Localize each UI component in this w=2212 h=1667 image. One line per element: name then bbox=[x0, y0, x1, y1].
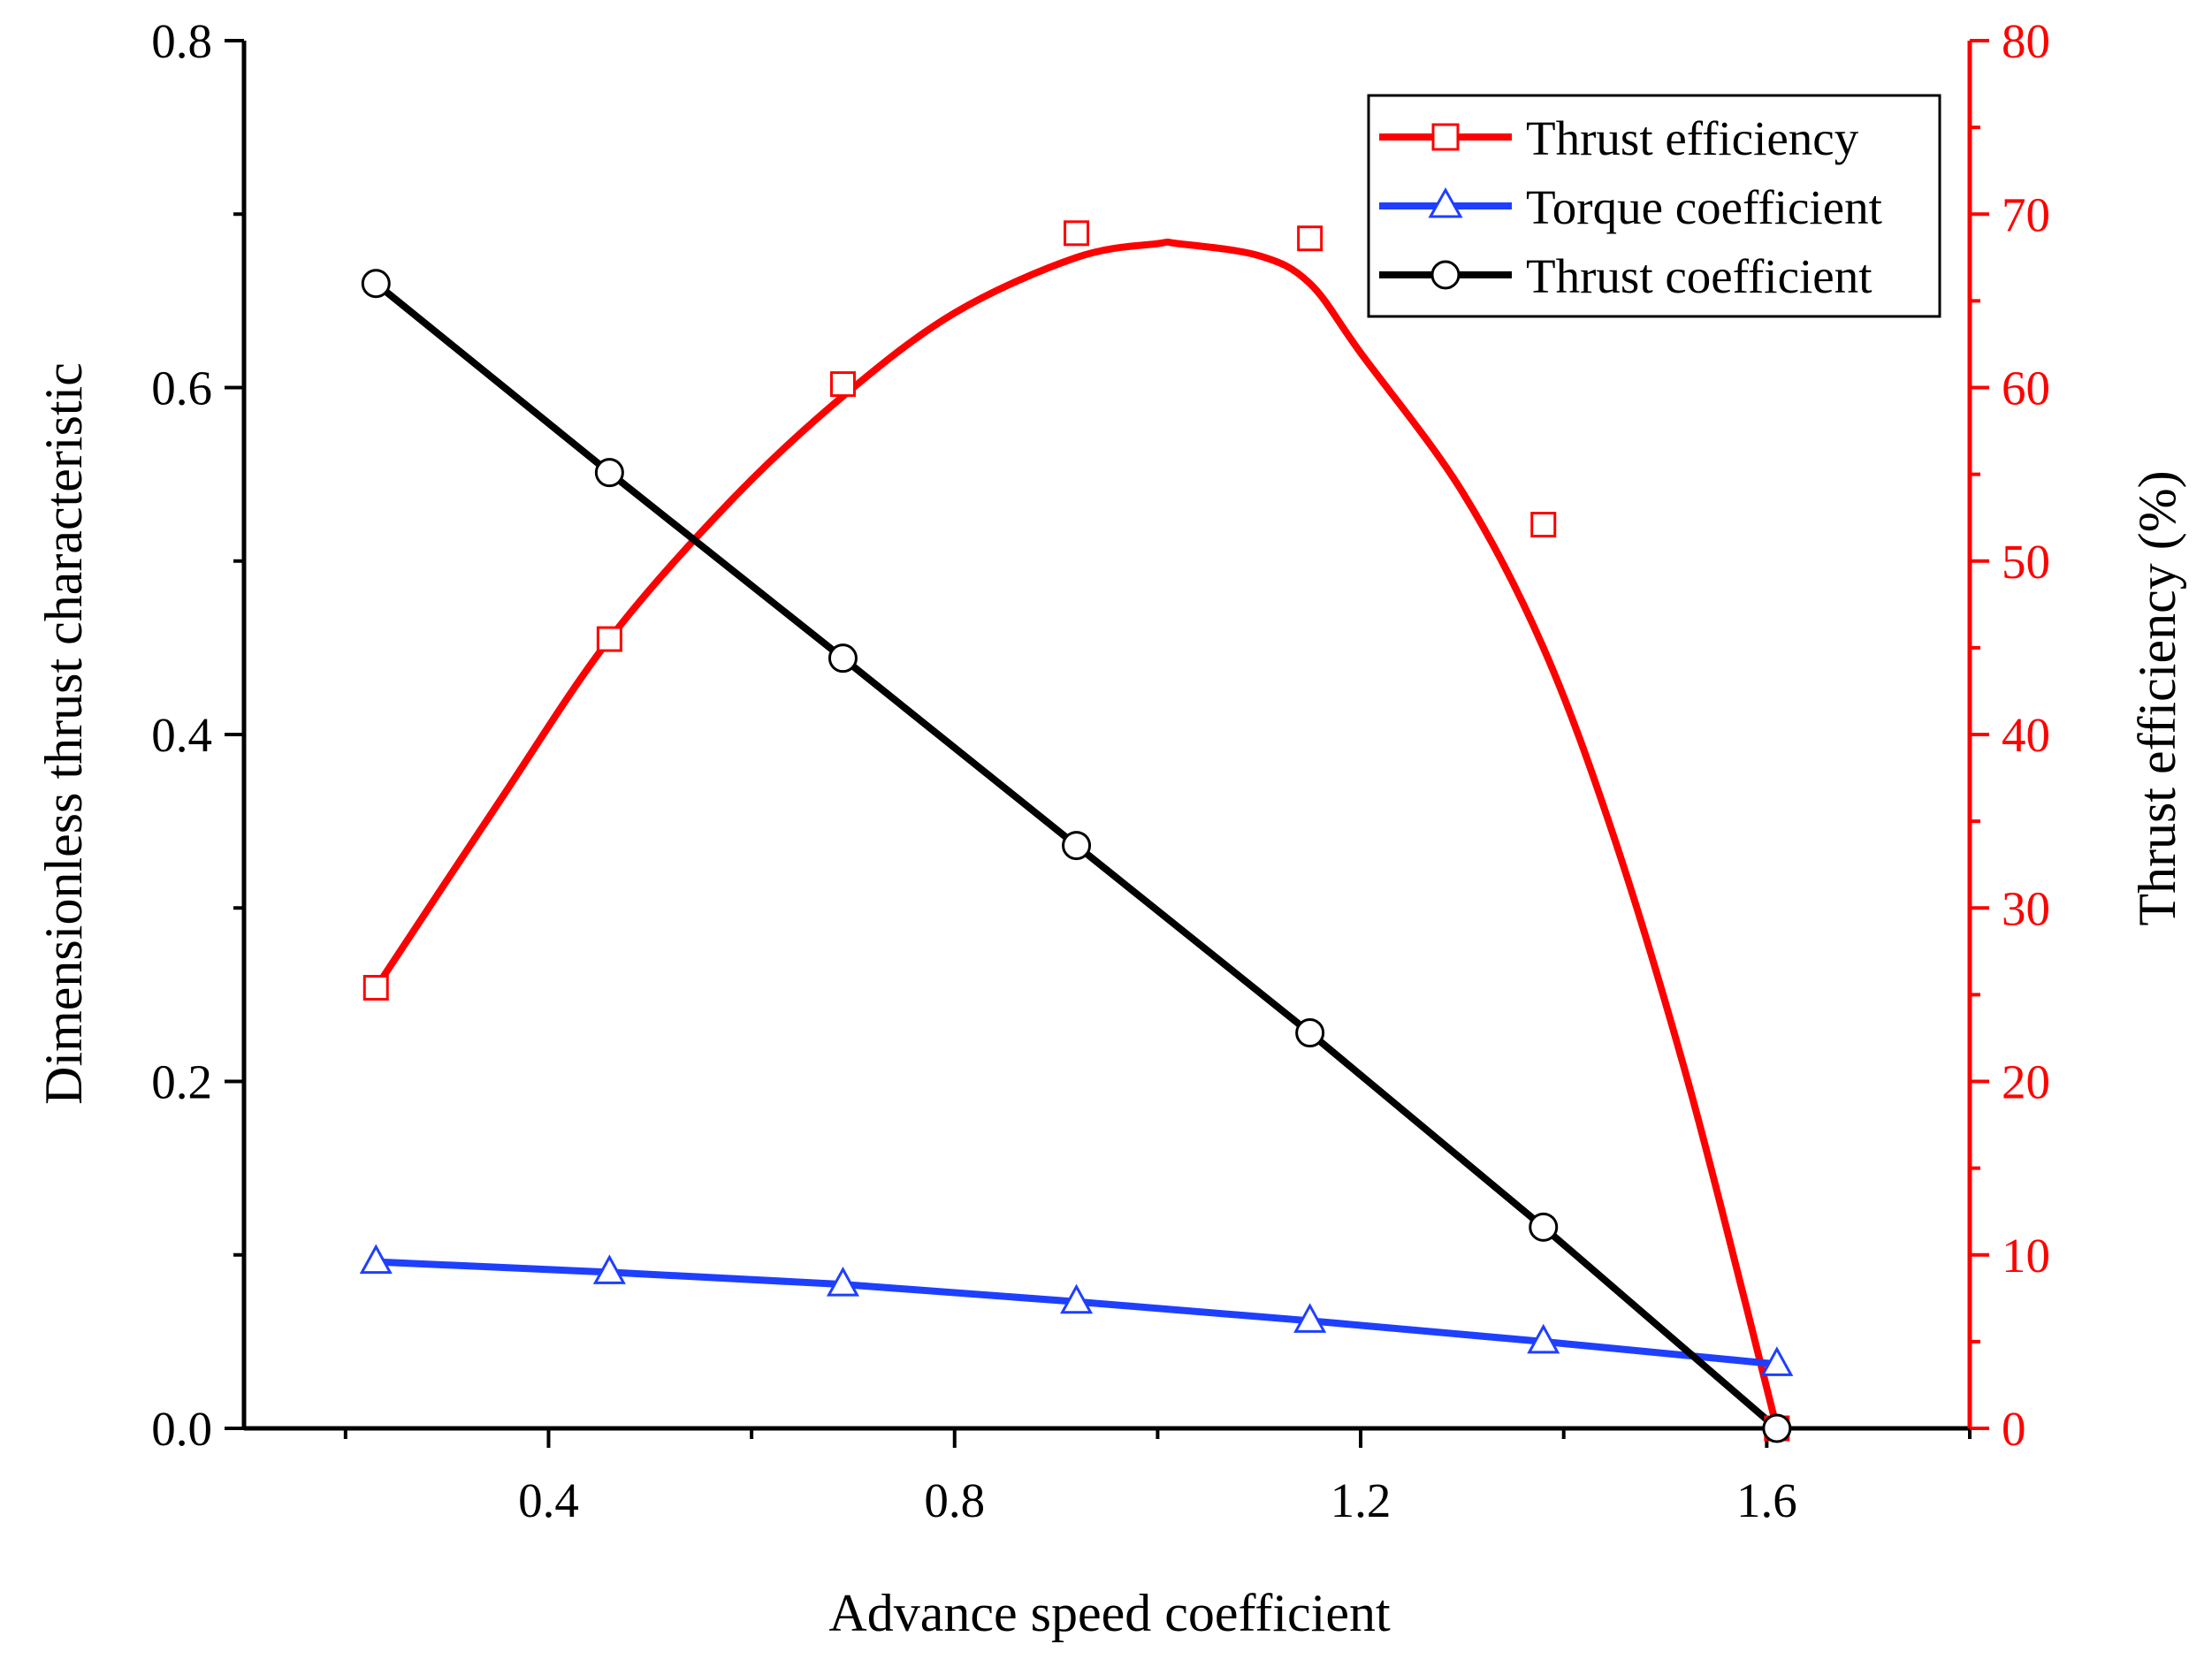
thrust-point bbox=[1295, 1018, 1325, 1048]
thrust-point bbox=[1062, 831, 1092, 861]
legend-item-torque: Torque coefficient bbox=[1379, 180, 1882, 234]
x-tick-label: 0.4 bbox=[518, 1473, 579, 1527]
y2-tick-label: 30 bbox=[2002, 881, 2050, 935]
efficiency-point bbox=[362, 975, 389, 1001]
legend-square-marker bbox=[1431, 123, 1460, 151]
efficiency-fit-curve bbox=[372, 238, 1781, 1429]
x-tick-label: 1.2 bbox=[1331, 1473, 1392, 1527]
torque-point bbox=[359, 1244, 393, 1275]
efficiency-point bbox=[1064, 220, 1090, 247]
y2-axis-label: Thrust efficiency (%) bbox=[2128, 470, 2186, 925]
y-axis-label: Dimensionless thrust characteristic bbox=[34, 362, 93, 1105]
legend: Thrust efficiency Torque coefficient Thr… bbox=[1367, 94, 1941, 318]
legend-item-efficiency: Thrust efficiency bbox=[1379, 111, 1859, 165]
y-tick-label: 0.2 bbox=[151, 1055, 212, 1109]
torque-point bbox=[826, 1267, 859, 1297]
y-tick-label: 0.4 bbox=[151, 708, 212, 762]
legend-label-torque: Torque coefficient bbox=[1526, 180, 1882, 234]
y2-axis-ticks: 0 10 20 30 40 50 60 70 80 bbox=[1970, 14, 2050, 1456]
y2-tick-label: 10 bbox=[2002, 1229, 2050, 1283]
thrust-point bbox=[828, 643, 858, 674]
torque-point bbox=[1293, 1303, 1327, 1333]
torque-point bbox=[1060, 1283, 1094, 1314]
x-tick-label: 1.6 bbox=[1736, 1473, 1797, 1527]
y2-tick-label: 0 bbox=[2002, 1402, 2026, 1456]
thrust-point bbox=[1529, 1212, 1559, 1242]
y2-tick-label: 80 bbox=[2002, 14, 2050, 68]
efficiency-point bbox=[1297, 225, 1323, 252]
legend-item-thrust: Thrust coefficient bbox=[1379, 249, 1872, 303]
y-tick-label: 0.8 bbox=[151, 14, 212, 68]
thrust-point bbox=[1762, 1413, 1792, 1443]
y2-tick-label: 50 bbox=[2002, 535, 2050, 589]
legend-label-efficiency: Thrust efficiency bbox=[1526, 111, 1859, 165]
legend-circle-marker bbox=[1430, 260, 1461, 290]
legend-label-thrust: Thrust coefficient bbox=[1526, 249, 1872, 303]
series-layer bbox=[359, 220, 1794, 1443]
thrust-point bbox=[361, 269, 391, 299]
x-axis-ticks: 0.4 0.8 1.2 1.6 bbox=[343, 1428, 1972, 1527]
torque-point bbox=[1527, 1323, 1560, 1354]
torque-point bbox=[1760, 1346, 1794, 1376]
x-tick-label: 0.8 bbox=[924, 1473, 985, 1527]
y2-tick-label: 20 bbox=[2002, 1055, 2050, 1109]
y-axis-ticks: 0.0 0.2 0.4 0.6 0.8 bbox=[151, 14, 244, 1456]
efficiency-point bbox=[829, 371, 856, 398]
y2-tick-label: 60 bbox=[2002, 362, 2050, 415]
torque-point bbox=[592, 1254, 626, 1284]
thrust-point bbox=[594, 458, 624, 488]
legend-triangle-marker bbox=[1428, 186, 1463, 218]
y-tick-label: 0.6 bbox=[151, 362, 212, 415]
x-axis-label: Advance speed coefficient bbox=[828, 1584, 1391, 1642]
efficiency-point bbox=[596, 626, 622, 652]
y2-tick-label: 40 bbox=[2002, 708, 2050, 762]
y-tick-label: 0.0 bbox=[151, 1402, 212, 1456]
efficiency-point bbox=[1530, 512, 1557, 538]
y2-tick-label: 70 bbox=[2002, 187, 2050, 241]
